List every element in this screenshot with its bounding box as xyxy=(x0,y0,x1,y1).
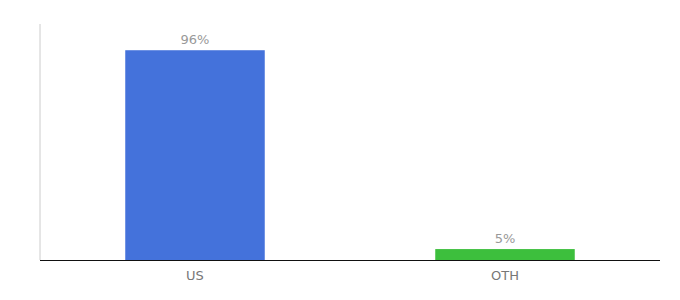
y-axis-line xyxy=(40,24,41,260)
chart-container: US OTH 96% 5% xyxy=(0,0,680,300)
x-tick-label: US xyxy=(186,268,204,283)
bar xyxy=(435,249,575,260)
x-axis-line xyxy=(40,260,660,261)
bars xyxy=(125,50,575,260)
x-tick-label: OTH xyxy=(491,268,519,283)
bar xyxy=(125,50,265,260)
data-label: 96% xyxy=(181,32,210,47)
chart-svg: US OTH 96% 5% xyxy=(0,0,680,300)
data-label: 5% xyxy=(495,231,516,246)
